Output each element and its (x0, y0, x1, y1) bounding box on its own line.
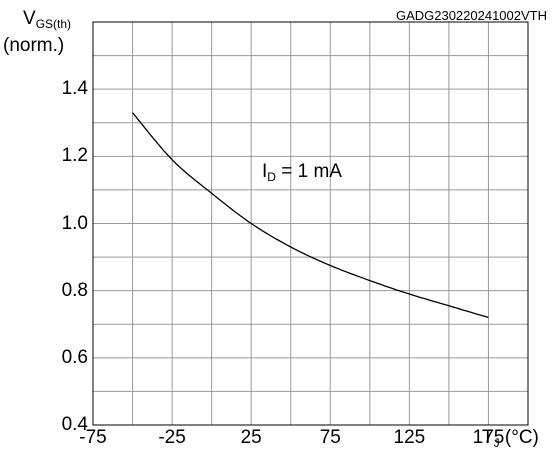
x-tick-label: -75 (79, 427, 107, 448)
plot-area-frame (92, 21, 529, 426)
y-tick-label: 1.0 (61, 212, 88, 234)
horizontal-grid-lines (93, 21, 528, 426)
y-tick-label: 0.6 (61, 346, 88, 368)
y-tick-label: 0.8 (61, 279, 88, 301)
y-tick-label: 1.2 (61, 145, 88, 167)
x-axis-label: TJ (°C) (482, 427, 539, 450)
x-tick-label: 175 (472, 427, 505, 448)
current-annotation: ID = 1 mA (262, 161, 342, 184)
series-line (132, 112, 489, 319)
figure-code: GADG230220241002VTH (395, 8, 547, 23)
y-axis-label: VGS(th) (23, 8, 72, 31)
x-tick-label: 125 (393, 427, 426, 448)
y-axis-label-unit: (norm.) (3, 35, 65, 56)
series-points (132, 112, 490, 319)
x-tick-label: 25 (240, 427, 262, 448)
y-tick-label: 0.4 (61, 414, 88, 435)
x-tick-label: 75 (319, 427, 341, 448)
y-tick-label: 1.4 (61, 78, 88, 100)
x-tick-label: -25 (158, 427, 186, 448)
